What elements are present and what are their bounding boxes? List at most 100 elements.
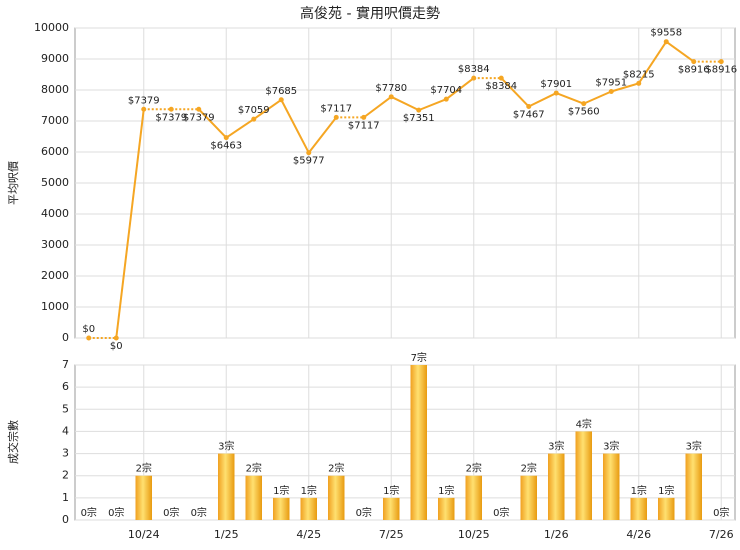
point [581,101,587,107]
point [443,96,449,102]
point [278,97,284,103]
value-label: $5977 [293,156,325,167]
value-label: $8916 [705,65,737,76]
value-label: 4宗 [576,417,592,430]
point [471,75,477,81]
value-label: 2宗 [521,462,537,475]
line-segment [500,77,530,108]
y-tick-label: 7 [62,358,69,371]
y-tick-label: 4 [62,424,69,437]
chart-title: 高俊苑 - 實用呎價走勢 [300,5,440,22]
line-segment [555,92,585,105]
value-label: 7宗 [411,351,427,364]
line-segment [637,41,668,84]
x-tick-label: 1/26 [544,528,569,541]
value-label: $7951 [595,78,627,89]
bar [410,365,427,520]
point [223,135,229,141]
line-segment [253,98,282,120]
bar [273,497,290,520]
value-label: $0 [82,324,95,335]
bar [135,475,152,520]
y-axis-label: 成交宗數 [6,420,20,464]
value-label: $6463 [210,141,242,152]
y-tick-label: 1 [62,491,69,504]
y-tick-label: 5000 [41,176,69,189]
value-label: 3宗 [603,440,619,453]
point [553,90,559,96]
line-segment [280,99,310,154]
y-tick-label: 7000 [41,114,69,127]
value-label: $7059 [238,105,270,116]
bar [300,497,317,520]
line-segment [115,109,145,339]
value-label: 2宗 [246,462,262,475]
bar [438,497,455,520]
line-segment [363,96,392,119]
value-label: $8916 [678,65,710,76]
x-tick-label: 7/25 [379,528,404,541]
value-label: $7117 [320,103,352,114]
y-tick-label: 0 [62,513,69,526]
bar [658,497,675,520]
point [168,106,174,112]
value-label: $8384 [485,81,517,92]
y-tick-label: 2000 [41,269,69,282]
value-label: $7780 [375,83,407,94]
point [691,59,697,65]
line-segment [418,98,447,112]
value-label: 1宗 [631,484,647,497]
value-label: 1宗 [438,484,454,497]
point [388,94,394,100]
point [526,104,532,110]
value-label: $0 [110,341,123,352]
value-label: 0宗 [356,506,372,519]
bar [548,453,565,520]
point [113,335,119,341]
value-label: 1宗 [383,484,399,497]
value-label: 1宗 [658,484,674,497]
bar [685,453,702,520]
bar [630,497,647,520]
value-label: 0宗 [493,506,509,519]
y-axis-label: 平均呎價 [6,161,20,205]
x-tick-label: 1/25 [214,528,239,541]
line-segment [390,95,420,112]
value-label: 2宗 [136,462,152,475]
value-label: $8384 [458,64,490,75]
value-label: 3宗 [548,440,564,453]
x-tick-label: 4/25 [296,528,321,541]
point [361,114,367,120]
point [333,114,339,120]
value-label: 3宗 [686,440,702,453]
value-label: $7379 [128,95,160,106]
y-tick-label: 6000 [41,145,69,158]
bar [520,475,537,520]
x-tick-label: 7/26 [709,528,734,541]
value-label: $7117 [348,120,380,131]
point [306,150,312,156]
value-label: $7351 [403,113,435,124]
x-tick-label: 10/24 [128,528,160,541]
point [416,107,422,113]
bar [245,475,262,520]
value-label: 0宗 [108,506,124,519]
point [718,59,724,65]
bar [328,475,345,520]
value-label: 2宗 [328,462,344,475]
y-tick-label: 5 [62,402,69,415]
y-tick-label: 3 [62,447,69,460]
point [251,116,257,122]
value-label: $7379 [183,112,215,123]
y-tick-label: 4000 [41,207,69,220]
value-label: $7467 [513,110,545,121]
y-tick-label: 0 [62,331,69,344]
value-label: $9558 [650,28,682,39]
x-tick-label: 10/25 [458,528,490,541]
line-segment [198,108,227,139]
value-label: $7560 [568,107,600,118]
value-label: 1宗 [301,484,317,497]
point [608,89,614,95]
